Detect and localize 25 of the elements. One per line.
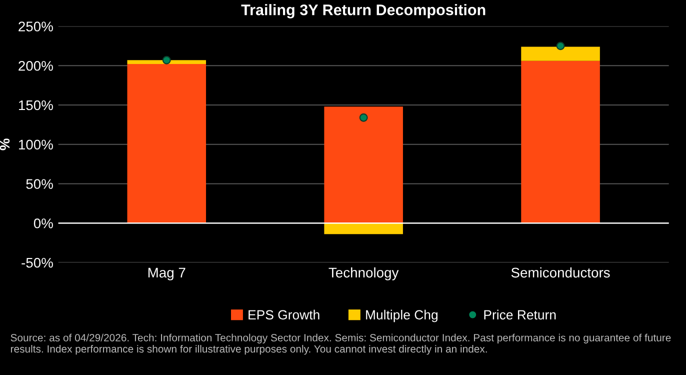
source-note: Source: as of 04/29/2026. Tech: Information Technology Sector Index. Semis: Semiconductor Index. Past performance is no guarantee of future results. Index performance is shown for illustrative purposes only. You cannot invest directly in an index.	[10, 334, 671, 355]
x-tick-label: Technology	[328, 267, 399, 280]
bar	[521, 60, 600, 224]
y-tick-label: 100%	[18, 140, 53, 150]
y-tick-label: 150%	[18, 100, 53, 110]
bar	[324, 223, 403, 234]
y-tick-label: 0%	[34, 218, 53, 228]
y-tick-label: -50%	[22, 258, 53, 268]
bar	[521, 46, 600, 61]
chart-title: Trailing 3Y Return Decomposition	[241, 4, 486, 18]
point	[162, 56, 171, 64]
bar	[127, 64, 206, 224]
legend-label: Multiple Chg	[366, 310, 438, 322]
bar	[324, 106, 403, 224]
y-axis-title: %	[0, 138, 10, 150]
point	[359, 113, 368, 122]
x-tick-label: Mag 7	[148, 268, 186, 280]
legend-label: EPS Growth	[248, 310, 320, 320]
y-tick-label: 200%	[18, 60, 53, 71]
point	[556, 42, 565, 50]
y-tick-label: 250%	[18, 22, 53, 32]
x-tick-label: Semiconductors	[511, 267, 610, 278]
bar	[127, 60, 206, 64]
y-tick-label: 50%	[26, 179, 53, 189]
legend-label: Price Return	[484, 310, 556, 320]
